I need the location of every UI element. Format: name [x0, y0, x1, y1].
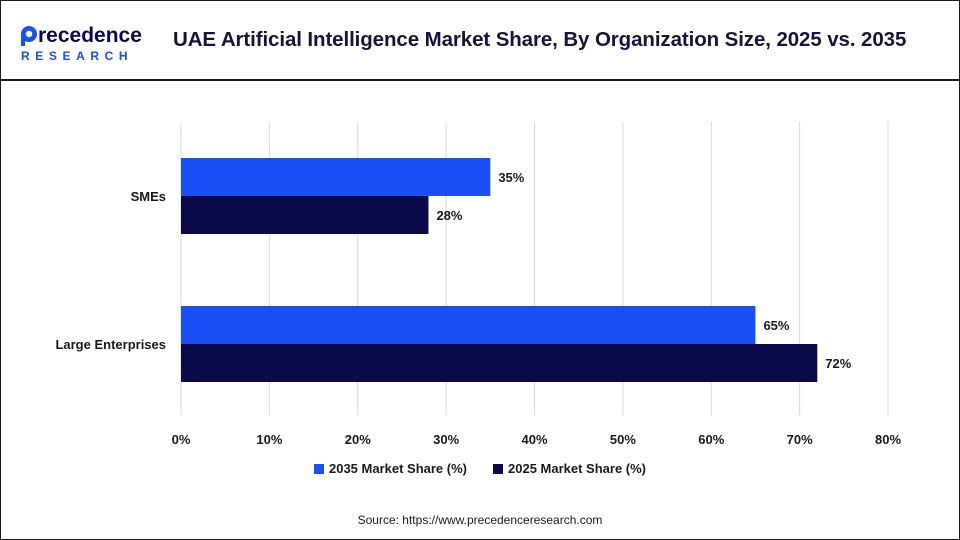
x-tick-label: 80%	[875, 432, 901, 447]
source-note: Source: https://www.precedenceresearch.c…	[357, 513, 603, 527]
category-label: SMEs	[131, 189, 166, 204]
x-tick-label: 70%	[787, 432, 813, 447]
bar	[181, 344, 818, 382]
bar	[181, 196, 429, 234]
legend-swatch-2035	[313, 463, 324, 474]
data-label: 72%	[825, 356, 851, 371]
logo-wordmark: recedence	[38, 24, 142, 47]
chart-title: UAE Artificial Intelligence Market Share…	[173, 28, 907, 51]
legend-label-2025: 2025 Market Share (%)	[508, 461, 647, 476]
legend-swatch-2025	[493, 463, 503, 474]
x-tick-label: 0%	[172, 432, 191, 447]
data-label: 65%	[763, 318, 789, 333]
legend-item-2025: 2025 Market Share (%)	[493, 461, 646, 476]
bar	[181, 306, 756, 344]
x-tick-label: 60%	[698, 432, 724, 447]
x-tick-label: 50%	[610, 432, 636, 447]
bar-chart: 0% 10% 20% 30% 40% 50% 60% 70% 80% SMEs 35% 28% Larg…	[55, 122, 901, 447]
category-label: Large Enterprises	[55, 337, 166, 352]
legend: 2035 Market Share (%) 2025 Market Share …	[0, 461, 960, 476]
x-tick-label: 10%	[256, 432, 282, 447]
legend-label-2035: 2035 Market Share (%)	[328, 461, 467, 476]
bar	[181, 158, 491, 196]
x-tick-label: 20%	[345, 432, 371, 447]
x-tick-label: 40%	[521, 432, 547, 447]
header: recedence RESEARCH UAE Artificial Intell…	[1, 1, 959, 81]
logo-subtext: RESEARCH	[21, 49, 133, 63]
data-label: 35%	[498, 170, 524, 185]
precedence-research-logo: recedence RESEARCH	[21, 24, 142, 63]
legend-item-2035: 2035 Market Share (%)	[313, 461, 467, 476]
data-label: 28%	[436, 208, 462, 223]
x-tick-label: 30%	[433, 432, 459, 447]
